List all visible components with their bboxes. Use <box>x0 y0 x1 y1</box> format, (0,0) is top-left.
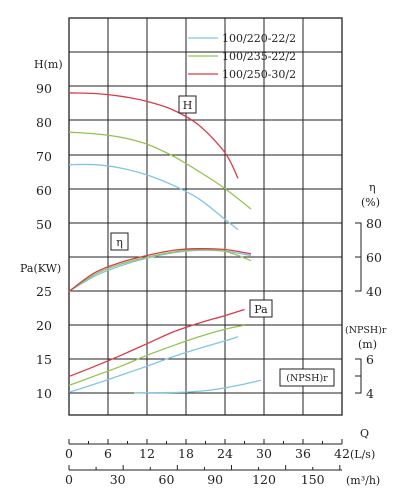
q-ls-axis: Q 0 6 12 18 24 30 36 42 (L/s) <box>65 427 375 461</box>
q-m3h-axis: 0 30 60 90 120 150 (m³/h) <box>65 465 380 487</box>
eta-axis-unit: (%) <box>361 196 380 209</box>
npsh-tick-label: 4 <box>366 386 374 401</box>
h-axis-label: H(m) <box>34 58 63 71</box>
eta-curve-label: η <box>110 232 129 251</box>
q-m3h-tick-label: 90 <box>207 472 223 487</box>
eta-tick-label: 60 <box>366 250 382 265</box>
h-tick-label: 90 <box>36 81 52 96</box>
q-ls-tick-label: 18 <box>178 446 194 461</box>
q-ls-tick-label: 36 <box>295 446 311 461</box>
q-ls-tick-label: 12 <box>139 446 155 461</box>
legend-entry-label: 100/250-30/2 <box>222 68 296 81</box>
q-m3h-tick-label: 150 <box>301 472 325 487</box>
pa-tick-labels: 25 20 15 10 <box>36 284 52 401</box>
h-tick-label: 80 <box>36 115 52 130</box>
legend: 100/220-22/2 100/235-22/2 100/250-30/2 <box>188 32 296 81</box>
head-curve-series-3 <box>68 92 239 179</box>
npsh-axis: (NPSH)r (m) 6 4 <box>345 325 387 401</box>
q-m3h-unit: (m³/h) <box>346 474 380 487</box>
h-tick-labels: 90 80 70 60 50 <box>36 81 52 232</box>
efficiency-curve-series-2 <box>68 248 252 292</box>
eta-curve-label-text: η <box>116 236 123 249</box>
power-curve-series-2 <box>68 324 245 387</box>
npsh-curve-series-1 <box>133 379 261 394</box>
npsh-axis-label: (NPSH)r <box>345 325 387 336</box>
h-tick-label: 60 <box>36 183 52 198</box>
power-curve-series-3 <box>68 308 245 378</box>
npsh-axis-bracket <box>355 358 362 394</box>
q-ls-tick-label: 6 <box>104 446 112 461</box>
chart-grid <box>68 17 343 416</box>
pa-tick-label: 10 <box>36 386 52 401</box>
head-curve-series-1 <box>68 163 239 231</box>
q-ls-tick-label: 24 <box>217 446 233 461</box>
h-curve-label-text: H <box>183 99 193 112</box>
pa-axis-label: Pa(KW) <box>20 262 61 275</box>
h-curve-label: H <box>178 95 197 114</box>
npsh-curve-label: (NPSH)r <box>279 368 335 387</box>
pa-tick-label: 15 <box>36 352 52 367</box>
q-m3h-ticks <box>68 465 341 470</box>
q-m3h-tick-label: 60 <box>159 472 175 487</box>
efficiency-curve-series-1 <box>68 249 252 292</box>
q-m3h-tick-label: 30 <box>110 472 126 487</box>
curves <box>68 92 261 394</box>
q-m3h-tick-label: 120 <box>252 472 276 487</box>
head-curve-series-2 <box>68 131 252 210</box>
legend-entry-label: 100/235-22/2 <box>222 50 296 63</box>
h-tick-label: 50 <box>36 217 52 232</box>
q-axis-label: Q <box>360 427 369 440</box>
pa-curve-label: Pa <box>249 299 273 318</box>
eta-axis: η (%) 80 60 40 <box>355 181 382 299</box>
eta-axis-bracket <box>355 222 362 292</box>
q-m3h-tick-label: 0 <box>65 472 73 487</box>
q-ls-tick-label: 0 <box>65 446 73 461</box>
h-tick-label: 70 <box>36 149 52 164</box>
q-ls-unit: (L/s) <box>350 448 375 461</box>
pa-tick-label: 20 <box>36 318 52 333</box>
pa-curve-label-text: Pa <box>254 303 268 316</box>
chart-frame <box>68 17 343 416</box>
pa-tick-label: 25 <box>36 284 52 299</box>
efficiency-curve-series-3 <box>68 247 252 292</box>
eta-axis-symbol: η <box>369 181 376 194</box>
q-ls-tick-label: 42 <box>334 446 350 461</box>
q-ls-ticks <box>68 439 343 444</box>
q-ls-tick-label: 30 <box>256 446 272 461</box>
npsh-axis-unit: (m) <box>358 338 377 351</box>
npsh-tick-label: 6 <box>366 352 374 367</box>
power-curve-series-1 <box>68 336 239 393</box>
npsh-curve-label-text: (NPSH)r <box>286 373 328 384</box>
legend-entry-label: 100/220-22/2 <box>222 32 296 45</box>
eta-tick-label: 80 <box>366 216 382 231</box>
eta-tick-label: 40 <box>366 284 382 299</box>
